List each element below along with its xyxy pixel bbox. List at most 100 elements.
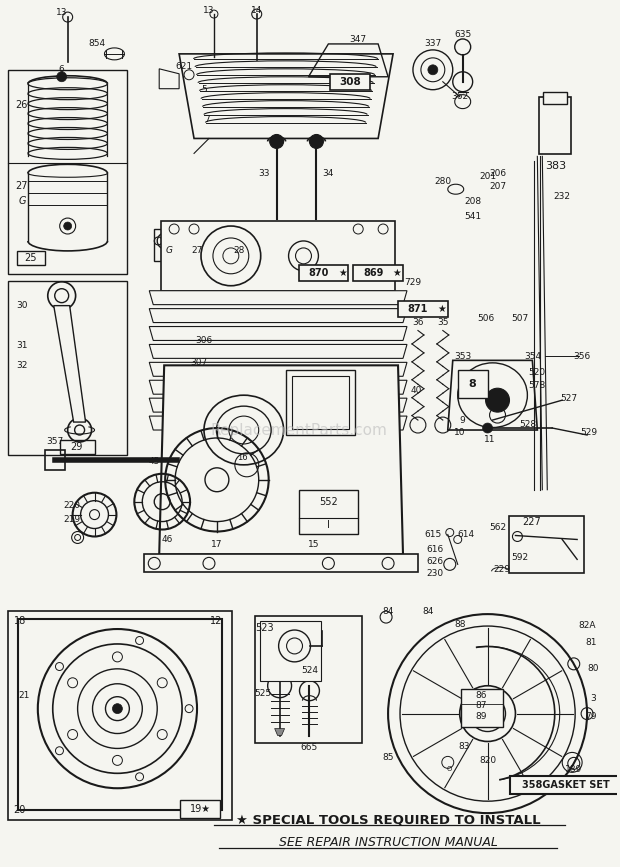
Text: 79: 79	[585, 712, 597, 721]
Text: 85: 85	[383, 753, 394, 762]
Polygon shape	[149, 362, 407, 376]
Bar	[260, 621, 321, 681]
Text: 230: 230	[427, 569, 443, 577]
Bar	[539, 96, 571, 154]
Circle shape	[485, 388, 510, 412]
Text: 86: 86	[476, 691, 487, 701]
Text: 19★: 19★	[190, 804, 211, 814]
Text: 25: 25	[25, 253, 37, 263]
Text: 820: 820	[479, 756, 496, 765]
Text: 353: 353	[454, 352, 471, 361]
Text: G: G	[18, 196, 25, 206]
Text: 13: 13	[56, 8, 68, 16]
Text: 28: 28	[233, 246, 244, 256]
Text: 524: 524	[301, 667, 318, 675]
Bar	[458, 370, 487, 398]
Text: 11: 11	[484, 435, 495, 445]
Text: 9: 9	[460, 415, 466, 425]
Text: O: O	[447, 766, 453, 772]
Text: 527: 527	[560, 394, 578, 402]
Text: 357: 357	[46, 438, 63, 447]
Bar	[543, 92, 567, 104]
Text: 45: 45	[149, 458, 160, 466]
Text: 6: 6	[59, 65, 64, 75]
Text: 615: 615	[424, 530, 441, 539]
Bar	[291, 376, 349, 429]
Text: 83: 83	[458, 742, 469, 751]
Text: 5: 5	[201, 85, 207, 95]
Text: 27: 27	[16, 181, 28, 192]
Text: 280: 280	[434, 177, 451, 186]
Polygon shape	[149, 290, 407, 304]
Text: 22: 22	[205, 811, 216, 819]
Text: 206: 206	[489, 169, 506, 178]
Polygon shape	[159, 365, 403, 554]
Bar	[180, 800, 220, 818]
Text: 17: 17	[211, 540, 223, 549]
Text: 592: 592	[511, 553, 528, 562]
Text: 208: 208	[464, 197, 481, 205]
Text: 189: 189	[565, 765, 582, 774]
Text: 15: 15	[308, 540, 319, 549]
Bar	[45, 450, 64, 470]
Polygon shape	[275, 728, 285, 735]
Bar	[330, 74, 370, 89]
Text: 84: 84	[422, 607, 433, 616]
Text: 207: 207	[489, 182, 506, 191]
Text: 7: 7	[204, 115, 210, 124]
Polygon shape	[54, 306, 86, 422]
Text: 20: 20	[14, 805, 26, 815]
Bar	[154, 229, 278, 261]
Text: 306: 306	[195, 336, 213, 345]
Text: 308: 308	[339, 77, 361, 87]
Text: 82A: 82A	[578, 621, 596, 629]
Text: 27: 27	[192, 246, 203, 256]
Text: G: G	[166, 246, 172, 256]
Polygon shape	[179, 54, 393, 139]
Bar	[461, 688, 503, 727]
Text: 729: 729	[404, 278, 422, 287]
Text: 520: 520	[529, 368, 546, 377]
Polygon shape	[448, 361, 538, 430]
Text: ★: ★	[438, 303, 446, 314]
Circle shape	[56, 72, 67, 81]
Bar	[353, 264, 403, 281]
Bar	[8, 611, 232, 820]
Text: 507: 507	[511, 314, 528, 323]
Circle shape	[482, 423, 492, 433]
Text: 26: 26	[16, 100, 28, 109]
Bar	[60, 440, 94, 454]
Text: 358GASKET SET: 358GASKET SET	[522, 780, 610, 790]
Text: 562: 562	[489, 523, 506, 532]
Bar	[298, 264, 348, 281]
Bar	[510, 776, 620, 794]
Text: 40: 40	[410, 386, 422, 394]
Text: 506: 506	[477, 314, 494, 323]
Text: 232: 232	[554, 192, 571, 200]
Text: 337: 337	[424, 39, 441, 49]
Text: 84: 84	[383, 607, 394, 616]
Text: 869: 869	[363, 268, 383, 277]
Text: 35: 35	[437, 318, 448, 327]
Text: 34: 34	[322, 169, 334, 178]
Text: 12: 12	[210, 616, 222, 626]
Text: 871: 871	[408, 303, 428, 314]
Text: 36: 36	[412, 318, 423, 327]
Circle shape	[270, 134, 283, 148]
Bar	[398, 301, 448, 316]
Text: 665: 665	[301, 743, 318, 752]
Polygon shape	[149, 381, 407, 394]
Text: 13: 13	[203, 5, 215, 15]
Polygon shape	[149, 327, 407, 341]
Text: ★: ★	[392, 268, 401, 277]
Text: 89: 89	[476, 712, 487, 721]
Circle shape	[428, 65, 438, 75]
Text: 347: 347	[350, 36, 367, 44]
Bar	[286, 370, 355, 435]
Text: 81: 81	[585, 638, 597, 648]
Text: 87: 87	[476, 701, 487, 710]
Text: 8: 8	[469, 379, 477, 389]
Text: 307: 307	[190, 358, 208, 367]
Text: 46: 46	[161, 535, 173, 544]
Polygon shape	[149, 398, 407, 412]
